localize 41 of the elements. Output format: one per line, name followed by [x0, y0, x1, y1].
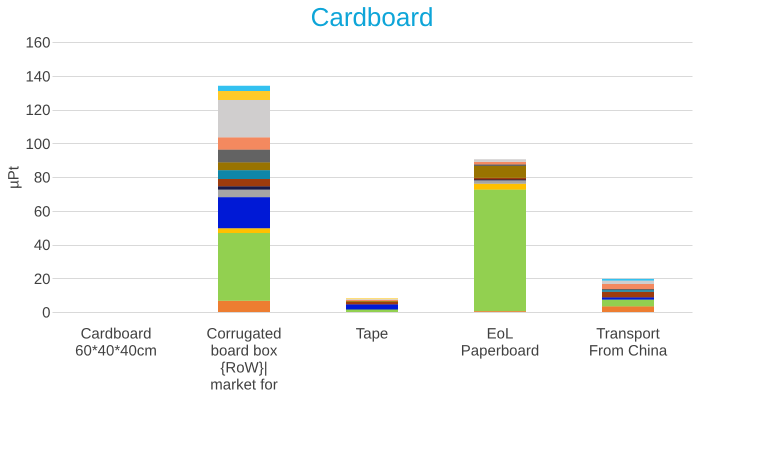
chart-title: Cardboard [310, 2, 434, 32]
bar [602, 300, 654, 306]
y-tick-label: 40 [34, 237, 50, 254]
y-tick-label: 0 [42, 304, 50, 322]
bar [218, 228, 270, 234]
x-tick-label: Transport From China [588, 326, 668, 360]
bar [218, 197, 270, 228]
bar [218, 300, 270, 312]
bar [218, 170, 270, 180]
bar [474, 190, 526, 312]
bar [346, 302, 398, 304]
bar [474, 159, 526, 162]
bar [218, 137, 270, 150]
bar [474, 166, 526, 178]
bar [218, 162, 270, 170]
bar [218, 190, 270, 198]
bar [474, 162, 526, 164]
x-tick-label: Cardboard 60*40*40cm [75, 326, 157, 360]
y-tick-label: 120 [25, 102, 50, 119]
y-tick-label: 160 [25, 34, 50, 52]
y-tick-label: 60 [34, 203, 50, 220]
x-tick-label: Corrugated board box {RoW}| market for [206, 326, 282, 394]
y-tick-label: 100 [25, 136, 50, 153]
x-tick-label: EoL Paperboard [460, 326, 540, 360]
bar [346, 309, 398, 312]
bar [474, 184, 526, 190]
bar [218, 179, 270, 186]
y-tick-label: 140 [25, 68, 50, 86]
bar [218, 90, 270, 100]
bar [602, 284, 654, 290]
bar [602, 292, 654, 298]
bar [474, 180, 526, 184]
y-tick-label: 80 [34, 170, 50, 186]
bar [218, 233, 270, 301]
bar [602, 306, 654, 312]
y-tick-label: 20 [34, 270, 50, 288]
bar [346, 304, 398, 310]
bar [218, 86, 270, 91]
bar [218, 150, 270, 162]
y-axis-title: µPt [5, 165, 22, 189]
x-tick-label: Tape [356, 326, 388, 342]
